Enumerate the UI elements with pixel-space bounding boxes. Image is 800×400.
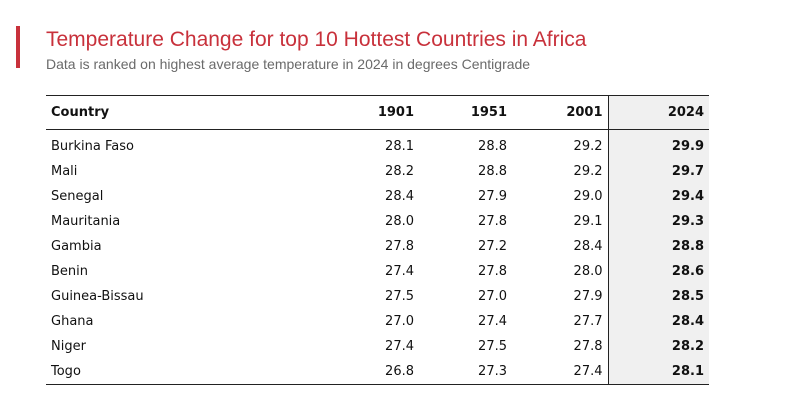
value-1951-cell: 27.8: [478, 264, 507, 279]
country-cell: Mauritania: [51, 214, 121, 229]
value-1951-cell: 27.4: [478, 314, 507, 329]
column-header-country: Country: [46, 95, 326, 130]
value-2001-cell: 28.4: [573, 239, 603, 254]
value-2001-cell: 27.8: [573, 339, 603, 354]
value-2024-cell: 28.6: [607, 259, 709, 284]
table-header-row: Country 1901 1951 2001 2024: [46, 95, 709, 130]
value-2001-cell: 27.4: [512, 359, 608, 385]
value-2024-cell: 29.7: [607, 159, 709, 184]
table-row: Ghana 27.0 27.4 27.7 28.4: [46, 309, 709, 334]
column-header-2001: 2001: [512, 95, 608, 130]
value-1901-cell: 27.4: [385, 339, 414, 354]
value-2024-cell: 28.1: [607, 359, 709, 385]
value-2024-cell: 29.9: [607, 129, 709, 159]
value-1901-cell: 26.8: [326, 359, 419, 385]
value-1901-cell: 28.0: [385, 214, 414, 229]
value-1951-cell: 27.9: [478, 189, 507, 204]
table-body: Burkina Faso 28.1 28.8 29.2 29.9 Mali 28.2 28.8…: [46, 129, 709, 385]
data-table-container: Country 1901 1951 2001 2024 Burkina Faso…: [46, 95, 709, 385]
value-2001-cell: 29.0: [573, 189, 603, 204]
value-1901-cell: 28.1: [385, 139, 414, 154]
country-cell: Niger: [51, 339, 86, 354]
value-1951-cell: 27.3: [419, 359, 512, 385]
table-row: Burkina Faso 28.1 28.8 29.2 29.9: [46, 129, 709, 159]
title-accent-bar: [16, 26, 20, 68]
table-row: Senegal 28.4 27.9 29.0 29.4: [46, 184, 709, 209]
value-1901-cell: 27.8: [385, 239, 414, 254]
value-1951-cell: 27.8: [478, 214, 507, 229]
chart-title: Temperature Change for top 10 Hottest Co…: [46, 28, 587, 51]
table-row: Mali 28.2 28.8 29.2 29.7: [46, 159, 709, 184]
value-2001-cell: 28.0: [573, 264, 603, 279]
table-row: Niger 27.4 27.5 27.8 28.2: [46, 334, 709, 359]
value-1901-cell: 27.5: [385, 289, 414, 304]
value-2001-cell: 27.7: [573, 314, 603, 329]
value-2024-cell: 28.5: [607, 284, 709, 309]
column-header-2024: 2024: [607, 95, 709, 130]
temperature-table: Country 1901 1951 2001 2024 Burkina Faso…: [46, 95, 709, 385]
column-header-1901: 1901: [326, 95, 419, 130]
value-1901-cell: 28.4: [385, 189, 414, 204]
value-1901-cell: 27.4: [385, 264, 414, 279]
table-row: Mauritania 28.0 27.8 29.1 29.3: [46, 209, 709, 234]
value-2024-cell: 28.8: [607, 234, 709, 259]
column-header-1951: 1951: [419, 95, 512, 130]
value-2024-cell: 28.4: [607, 309, 709, 334]
value-1951-cell: 28.8: [478, 139, 507, 154]
country-cell: Burkina Faso: [51, 139, 134, 154]
value-1951-cell: 27.2: [478, 239, 507, 254]
table-row: Togo 26.8 27.3 27.4 28.1: [46, 359, 709, 385]
value-1901-cell: 27.0: [385, 314, 414, 329]
country-cell: Togo: [46, 359, 326, 385]
value-2001-cell: 29.2: [573, 139, 603, 154]
country-cell: Ghana: [51, 314, 94, 329]
country-cell: Senegal: [51, 189, 104, 204]
value-2024-cell: 28.2: [607, 334, 709, 359]
value-1951-cell: 27.0: [478, 289, 507, 304]
value-2024-cell: 29.4: [607, 184, 709, 209]
country-cell: Gambia: [51, 239, 102, 254]
value-2001-cell: 29.1: [573, 214, 603, 229]
value-2001-cell: 29.2: [573, 164, 603, 179]
country-cell: Mali: [51, 164, 78, 179]
value-1951-cell: 28.8: [478, 164, 507, 179]
value-1901-cell: 28.2: [385, 164, 414, 179]
table-row: Gambia 27.8 27.2 28.4 28.8: [46, 234, 709, 259]
table-row: Guinea-Bissau 27.5 27.0 27.9 28.5: [46, 284, 709, 309]
value-2024-cell: 29.3: [607, 209, 709, 234]
table-row: Benin 27.4 27.8 28.0 28.6: [46, 259, 709, 284]
value-1951-cell: 27.5: [478, 339, 507, 354]
value-2001-cell: 27.9: [573, 289, 603, 304]
country-cell: Benin: [51, 264, 89, 279]
country-cell: Guinea-Bissau: [51, 289, 144, 304]
chart-subtitle: Data is ranked on highest average temper…: [46, 56, 531, 72]
